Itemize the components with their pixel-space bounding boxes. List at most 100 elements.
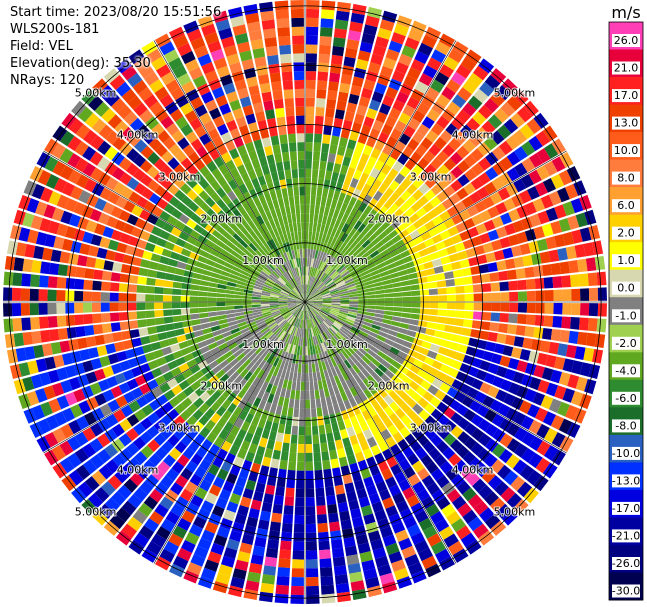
range-gate: [115, 507, 131, 523]
range-gate: [401, 545, 416, 559]
range-gate: [456, 187, 469, 200]
range-gate: [517, 291, 528, 302]
range-gate: [380, 373, 391, 384]
range-gate: [68, 118, 84, 134]
range-gate: [194, 125, 207, 138]
range-gate: [78, 400, 91, 414]
range-gate: [164, 353, 175, 363]
range-gate: [253, 196, 262, 207]
range-gate: [236, 280, 246, 286]
range-gate: [427, 281, 438, 289]
range-gate: [331, 296, 341, 300]
range-gate: [400, 317, 411, 324]
range-gate: [319, 36, 332, 46]
range-gate: [339, 352, 347, 362]
range-gate: [382, 209, 393, 220]
range-gate: [317, 178, 324, 188]
range-gate: [177, 454, 190, 467]
range-gate: [128, 320, 139, 330]
range-gate: [574, 244, 586, 258]
range-gate: [291, 335, 296, 345]
range-gate: [125, 162, 139, 176]
range-gate: [261, 164, 270, 176]
range-gate: [368, 266, 378, 273]
range-gate: [336, 354, 344, 364]
range-gate: [117, 484, 132, 500]
range-gate: [296, 124, 305, 134]
range-gate: [416, 270, 427, 278]
range-gate: [333, 28, 347, 39]
range-gate: [278, 300, 288, 302]
range-gate: [274, 282, 283, 289]
range-gate: [480, 321, 491, 331]
range-gate: [533, 226, 545, 239]
range-gate: [519, 400, 532, 414]
range-gate: [290, 279, 297, 288]
range-gate: [153, 420, 166, 433]
range-gate: [331, 304, 341, 308]
range-gate: [113, 181, 126, 195]
range-gate: [56, 223, 69, 237]
range-gate: [422, 65, 438, 79]
range-gate: [327, 189, 335, 199]
range-gate: [322, 302, 332, 304]
range-gate: [103, 520, 120, 536]
range-gate: [31, 260, 42, 274]
range-gate: [270, 458, 280, 469]
range-gate: [294, 514, 305, 525]
range-gate: [311, 177, 318, 188]
range-gate: [324, 477, 334, 488]
range-gate: [38, 303, 48, 315]
range-gate: [134, 374, 147, 386]
range-gate: [254, 407, 264, 418]
range-gate: [206, 160, 218, 173]
range-gate: [456, 404, 469, 417]
range-gate: [277, 567, 290, 577]
range-gate: [161, 440, 174, 454]
range-gate: [332, 274, 341, 281]
range-gate: [480, 273, 491, 283]
range-gate: [326, 495, 337, 506]
range-gate: [219, 274, 229, 281]
range-gate: [302, 319, 304, 329]
range-gate: [331, 300, 341, 302]
range-gate: [398, 479, 411, 492]
range-gate: [320, 310, 329, 316]
range-gate: [316, 344, 322, 354]
range-gate: [229, 128, 241, 140]
range-gate: [370, 148, 381, 160]
range-gate: [318, 424, 326, 435]
range-gate: [215, 19, 231, 32]
range-gate: [306, 568, 319, 578]
range-gate: [406, 494, 420, 508]
range-gate: [479, 210, 492, 222]
range-gate: [237, 194, 247, 205]
range-gate: [119, 321, 130, 331]
range-gate: [190, 380, 202, 391]
range-gate: [402, 340, 413, 349]
range-gate: [13, 209, 26, 225]
range-gate: [138, 327, 149, 337]
range-gate: [481, 283, 492, 292]
range-gate: [35, 201, 48, 216]
range-gate: [333, 335, 341, 344]
range-gate: [325, 279, 334, 287]
range-gate: [120, 330, 132, 341]
range-gate: [539, 340, 551, 353]
range-gate: [136, 466, 150, 480]
range-gate: [544, 445, 559, 461]
range-gate: [298, 296, 305, 302]
range-gate: [216, 310, 226, 316]
range-gate: [482, 242, 494, 253]
range-gate: [395, 61, 409, 75]
range-gate: [471, 274, 482, 284]
range-gate: [394, 396, 406, 408]
range-gate: [225, 159, 236, 171]
range-gate: [385, 542, 400, 556]
range-gate: [261, 428, 270, 440]
range-gate: [305, 295, 312, 302]
range-gate: [357, 307, 367, 312]
range-gate: [452, 41, 469, 56]
range-gate: [30, 274, 40, 287]
range-gate: [477, 448, 491, 462]
